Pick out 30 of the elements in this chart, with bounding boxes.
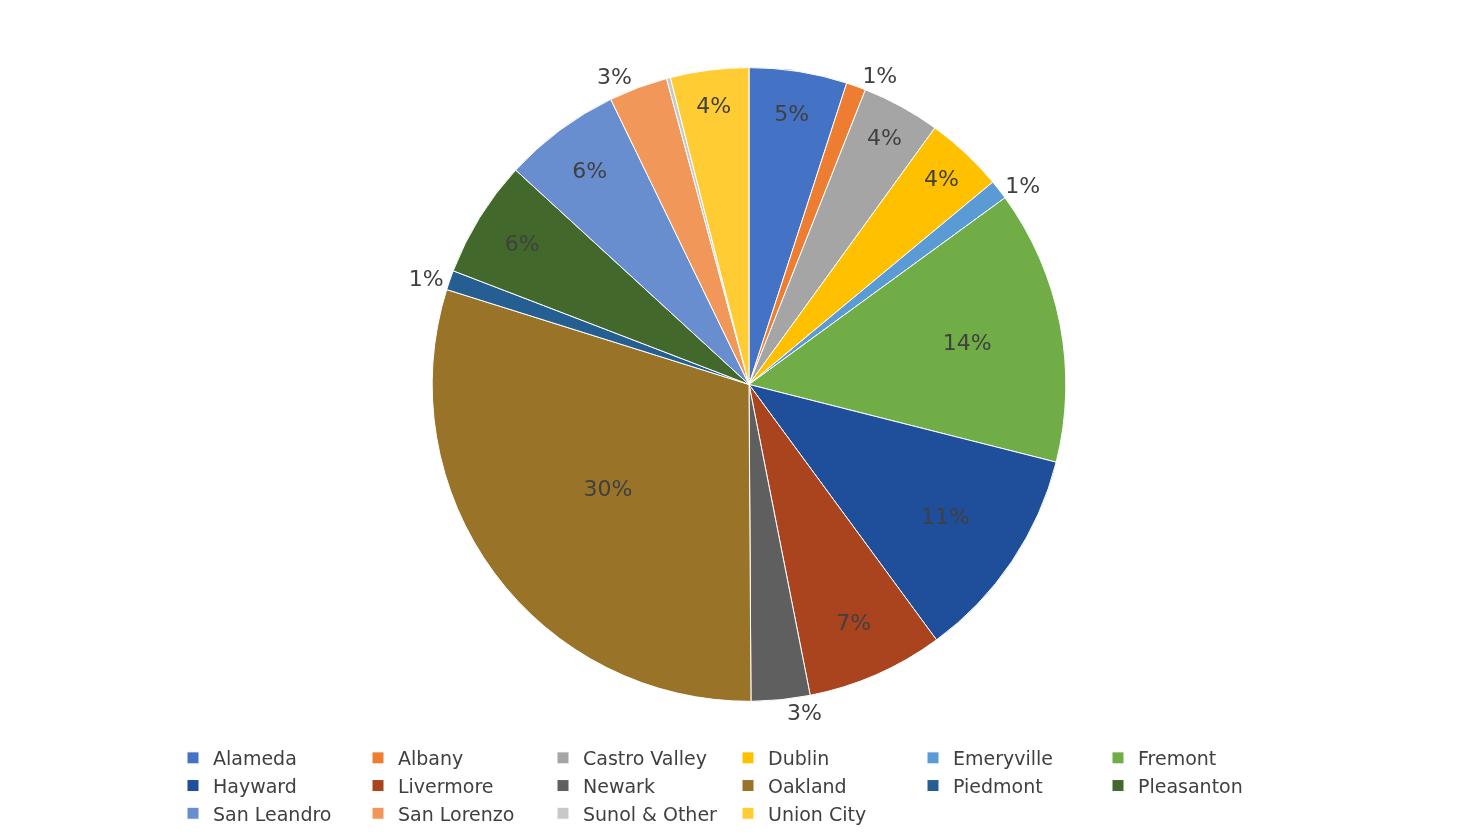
data-label: 5%	[774, 101, 810, 127]
data-label: 6%	[572, 157, 608, 183]
legend-label: Emeryville	[953, 747, 1054, 770]
legend-label: Livermore	[398, 774, 494, 797]
data-label: 1%	[862, 62, 898, 88]
legend-label: Dublin	[768, 747, 830, 770]
legend-label: Oakland	[768, 774, 847, 797]
legend-label: Castro Valley	[583, 747, 707, 770]
data-label: 4%	[924, 166, 959, 192]
legend-label: Pleasanton	[1138, 774, 1243, 797]
legend-label: Albany	[398, 747, 464, 770]
data-label: 7%	[836, 610, 872, 636]
legend-label: Alameda	[213, 747, 297, 770]
data-label: 11%	[920, 504, 970, 530]
legend-label: San Lorenzo	[398, 802, 515, 825]
legend-label: Hayward	[213, 774, 297, 797]
legend-label: Fremont	[1138, 747, 1217, 770]
legend-label: Newark	[583, 774, 655, 797]
data-label: 3%	[596, 64, 632, 90]
data-label: 14%	[942, 329, 992, 355]
data-label: 3%	[786, 699, 822, 725]
legend-label: Union City	[768, 802, 867, 825]
data-label: 4%	[696, 92, 732, 118]
legend-label: Sunol & Other	[583, 802, 718, 825]
data-label: 1%	[1005, 172, 1041, 198]
legend-label: Piedmont	[953, 774, 1043, 797]
data-label: 30%	[583, 476, 633, 502]
data-label: 4%	[866, 125, 902, 151]
legend-label: San Leandro	[213, 802, 332, 825]
data-label: 1%	[408, 266, 444, 292]
